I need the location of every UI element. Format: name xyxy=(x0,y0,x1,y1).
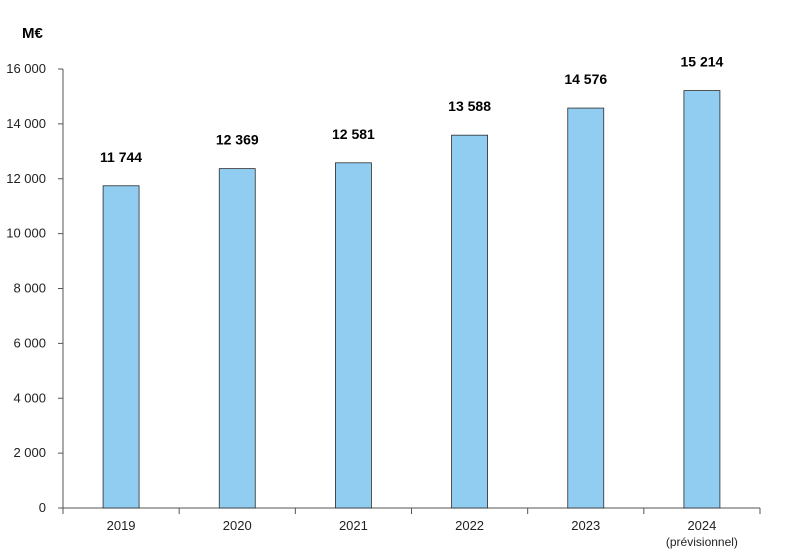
y-tick-label: 12 000 xyxy=(6,171,46,186)
data-labels: 11 744 12 369 12 581 13 588 14 576 15 214 xyxy=(100,54,723,165)
y-tick-label: 8 000 xyxy=(13,281,46,296)
bar xyxy=(218,168,256,509)
y-tick-label: 14 000 xyxy=(6,116,46,131)
x-tick-label: 2021 xyxy=(339,518,368,533)
x-tick-label: 2020 xyxy=(223,518,252,533)
x-tick-label: 2022 xyxy=(455,518,484,533)
bar xyxy=(567,107,605,509)
data-label: 11 744 xyxy=(100,149,142,165)
bar xyxy=(335,162,372,509)
x-tick-label: 2019 xyxy=(107,518,136,533)
bar-series xyxy=(102,90,721,509)
y-tick-label: 10 000 xyxy=(6,226,46,241)
y-tick-label: 6 000 xyxy=(13,335,46,350)
data-label: 12 369 xyxy=(216,132,259,148)
y-tick-label: 2 000 xyxy=(13,445,46,460)
x-tick-sublabel: (prévisionnel) xyxy=(666,535,738,549)
y-tick-label: 0 xyxy=(39,500,46,515)
data-label: 13 588 xyxy=(448,98,491,114)
data-label: 14 576 xyxy=(564,71,607,87)
y-unit-label: M€ xyxy=(22,25,43,42)
bar xyxy=(451,134,488,509)
bar xyxy=(102,185,140,509)
y-tick-label: 16 000 xyxy=(6,61,46,76)
x-tick-label: 2024 xyxy=(687,518,716,533)
bar xyxy=(683,90,721,509)
x-axis: 2019 2020 2021 2022 2023 2024 (prévisionnel) xyxy=(62,507,761,549)
y-axis: 0 2 000 4 000 6 000 8 000 10 000 12 000 14 000 1… xyxy=(6,61,64,515)
data-label: 15 214 xyxy=(681,54,724,70)
y-tick-label: 4 000 xyxy=(13,390,46,405)
data-label: 12 581 xyxy=(332,126,375,142)
x-tick-label: 2023 xyxy=(571,518,600,533)
